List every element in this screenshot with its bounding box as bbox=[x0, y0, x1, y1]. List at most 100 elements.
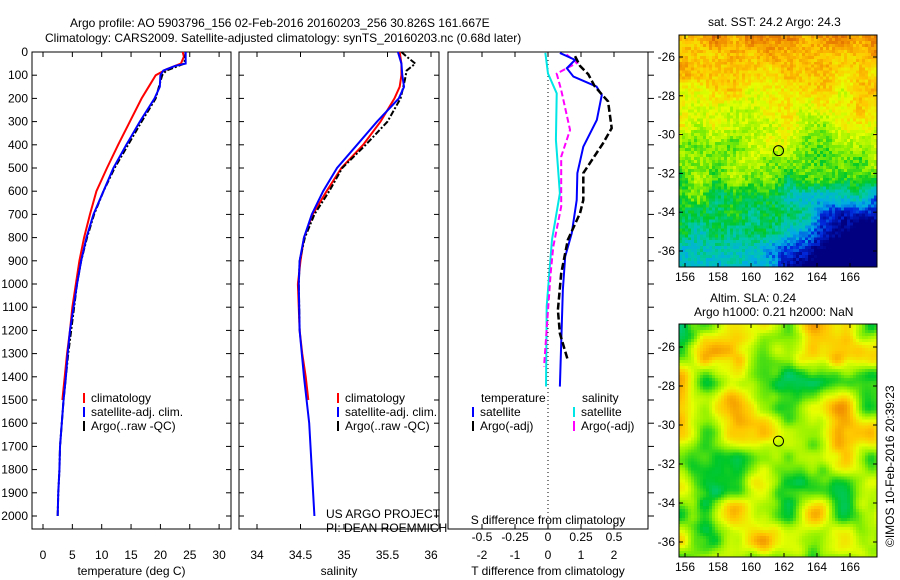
depth-tick-label: 1000 bbox=[1, 277, 28, 291]
x-tick-label: 20 bbox=[154, 548, 168, 562]
depth-tick-label: 1600 bbox=[1, 416, 28, 430]
s-diff-tick-label: 0.5 bbox=[606, 530, 623, 544]
lon-tick-label: 156 bbox=[675, 560, 695, 574]
sla-map-title-1: Altim. SLA: 0.24 bbox=[710, 291, 797, 305]
map-frame bbox=[678, 323, 878, 558]
legend-item: Argo(..raw -QC) bbox=[337, 419, 430, 433]
depth-tick-label: 500 bbox=[8, 161, 28, 175]
x-tick-label: 36 bbox=[424, 548, 438, 562]
depth-tick-label: 1300 bbox=[1, 347, 28, 361]
series-temperature-satellite bbox=[558, 52, 603, 387]
depth-tick-label: 800 bbox=[8, 231, 28, 245]
x-tick-label: 35 bbox=[337, 548, 351, 562]
s-diff-tick-label: -0.5 bbox=[472, 530, 493, 544]
x-tick-label: 0 bbox=[545, 548, 552, 562]
x-tick-label: 1 bbox=[578, 548, 585, 562]
series-salinity-satellite bbox=[544, 52, 561, 387]
legend-label: Argo(..raw -QC) bbox=[345, 419, 430, 433]
depth-tick-label: 100 bbox=[8, 68, 28, 82]
x-axis-label: T difference from climatology bbox=[471, 564, 625, 578]
lon-tick-label: 164 bbox=[807, 270, 827, 284]
lat-tick-label: -28 bbox=[658, 89, 676, 103]
legend-label: satellite bbox=[480, 405, 521, 419]
x-tick-label: 34 bbox=[250, 548, 264, 562]
depth-tick-label: 1900 bbox=[1, 486, 28, 500]
depth-tick-label: 300 bbox=[8, 115, 28, 129]
series-group bbox=[296, 51, 417, 517]
lat-tick-label: -26 bbox=[658, 50, 676, 64]
depth-tick-label: 1700 bbox=[1, 439, 28, 453]
legend-item: satellite-adj. clim. bbox=[337, 405, 437, 419]
legend-label: Argo(..raw -QC) bbox=[91, 419, 176, 433]
s-diff-tick-label: 0.25 bbox=[569, 530, 593, 544]
x-tick-label: -1 bbox=[510, 548, 521, 562]
x-axis-label: temperature (deg C) bbox=[77, 564, 185, 578]
legend-label: climatology bbox=[91, 391, 151, 405]
series-temperature-argo bbox=[556, 55, 613, 361]
x-tick-label: 30 bbox=[212, 548, 226, 562]
lat-tick-label: -26 bbox=[658, 340, 676, 354]
legend-label: satellite-adj. clim. bbox=[345, 405, 437, 419]
legend-item: satellite-adj. clim. bbox=[83, 405, 183, 419]
sla-map bbox=[679, 324, 877, 557]
lon-tick-label: 162 bbox=[774, 270, 794, 284]
station-marker bbox=[773, 435, 785, 447]
legend-item: climatology bbox=[83, 391, 151, 405]
lat-tick-label: -32 bbox=[658, 166, 676, 180]
series-group bbox=[56, 51, 187, 517]
panel-frame bbox=[238, 51, 440, 530]
legend-item: Argo(-adj) bbox=[472, 419, 533, 433]
lon-tick-label: 156 bbox=[675, 270, 695, 284]
legend-label: satellite-adj. clim. bbox=[91, 405, 183, 419]
lon-tick-label: 158 bbox=[708, 560, 728, 574]
title-line-2: Climatology: CARS2009. Satellite-adjuste… bbox=[45, 31, 522, 45]
series-satellite-adj-clim- bbox=[297, 51, 406, 517]
credit-line-1: US ARGO PROJECT bbox=[326, 507, 441, 521]
legend-item: satellite bbox=[472, 405, 521, 419]
x-tick-label: 5 bbox=[69, 548, 76, 562]
legend-item: Argo(..raw -QC) bbox=[83, 419, 176, 433]
panel-1: 0100200300400500600700800900100011001200… bbox=[1, 45, 232, 578]
lat-tick-label: -34 bbox=[658, 496, 676, 510]
depth-tick-label: 0 bbox=[21, 45, 28, 59]
depth-tick-label: 1200 bbox=[1, 323, 28, 337]
depth-tick-label: 700 bbox=[8, 207, 28, 221]
legend-label: Argo(-adj) bbox=[480, 419, 533, 433]
map-frame bbox=[678, 34, 878, 268]
title-line-1: Argo profile: AO 5903796_156 02-Feb-2016… bbox=[70, 16, 490, 30]
lat-tick-label: -36 bbox=[658, 244, 676, 258]
lon-tick-label: 166 bbox=[840, 270, 860, 284]
sla-map-axes: 156 158 160 162 164 166 -26 -28 -30 -32 -34 -36 bbox=[658, 323, 878, 574]
s-diff-tick-label: -0.25 bbox=[501, 530, 529, 544]
lon-tick-label: 158 bbox=[708, 270, 728, 284]
lat-tick-label: -28 bbox=[658, 379, 676, 393]
x-tick-label: -2 bbox=[477, 548, 488, 562]
depth-tick-label: 1400 bbox=[1, 370, 28, 384]
credit-line-2: PI: DEAN ROEMMICH bbox=[326, 521, 448, 535]
lon-tick-label: 162 bbox=[774, 560, 794, 574]
x-tick-label: 34.5 bbox=[289, 548, 313, 562]
lat-tick-label: -36 bbox=[658, 535, 676, 549]
s-diff-tick-label: 0 bbox=[545, 530, 552, 544]
lon-tick-label: 160 bbox=[741, 560, 761, 574]
depth-tick-label: 900 bbox=[8, 254, 28, 268]
depth-tick-label: 1100 bbox=[2, 300, 28, 314]
sst-map-title: sat. SST: 24.2 Argo: 24.3 bbox=[708, 15, 841, 29]
legend-title-salinity: salinity bbox=[582, 391, 619, 405]
lat-tick-label: -34 bbox=[658, 205, 676, 219]
x-tick-label: 10 bbox=[95, 548, 109, 562]
lat-tick-label: -30 bbox=[658, 418, 676, 432]
depth-tick-label: 2000 bbox=[1, 509, 28, 523]
watermark: ©IMOS 10-Feb-2016 20:39:23 bbox=[883, 385, 897, 547]
lon-tick-label: 164 bbox=[807, 560, 827, 574]
diff-series-group bbox=[543, 52, 613, 387]
lon-tick-label: 166 bbox=[840, 560, 860, 574]
x-tick-label: 25 bbox=[183, 548, 197, 562]
x-tick-label: 15 bbox=[124, 548, 138, 562]
sla-map-title-2: Argo h1000: 0.21 h2000: NaN bbox=[694, 305, 854, 319]
legend-item: satellite bbox=[573, 405, 622, 419]
legend-item: Argo(-adj) bbox=[573, 419, 634, 433]
